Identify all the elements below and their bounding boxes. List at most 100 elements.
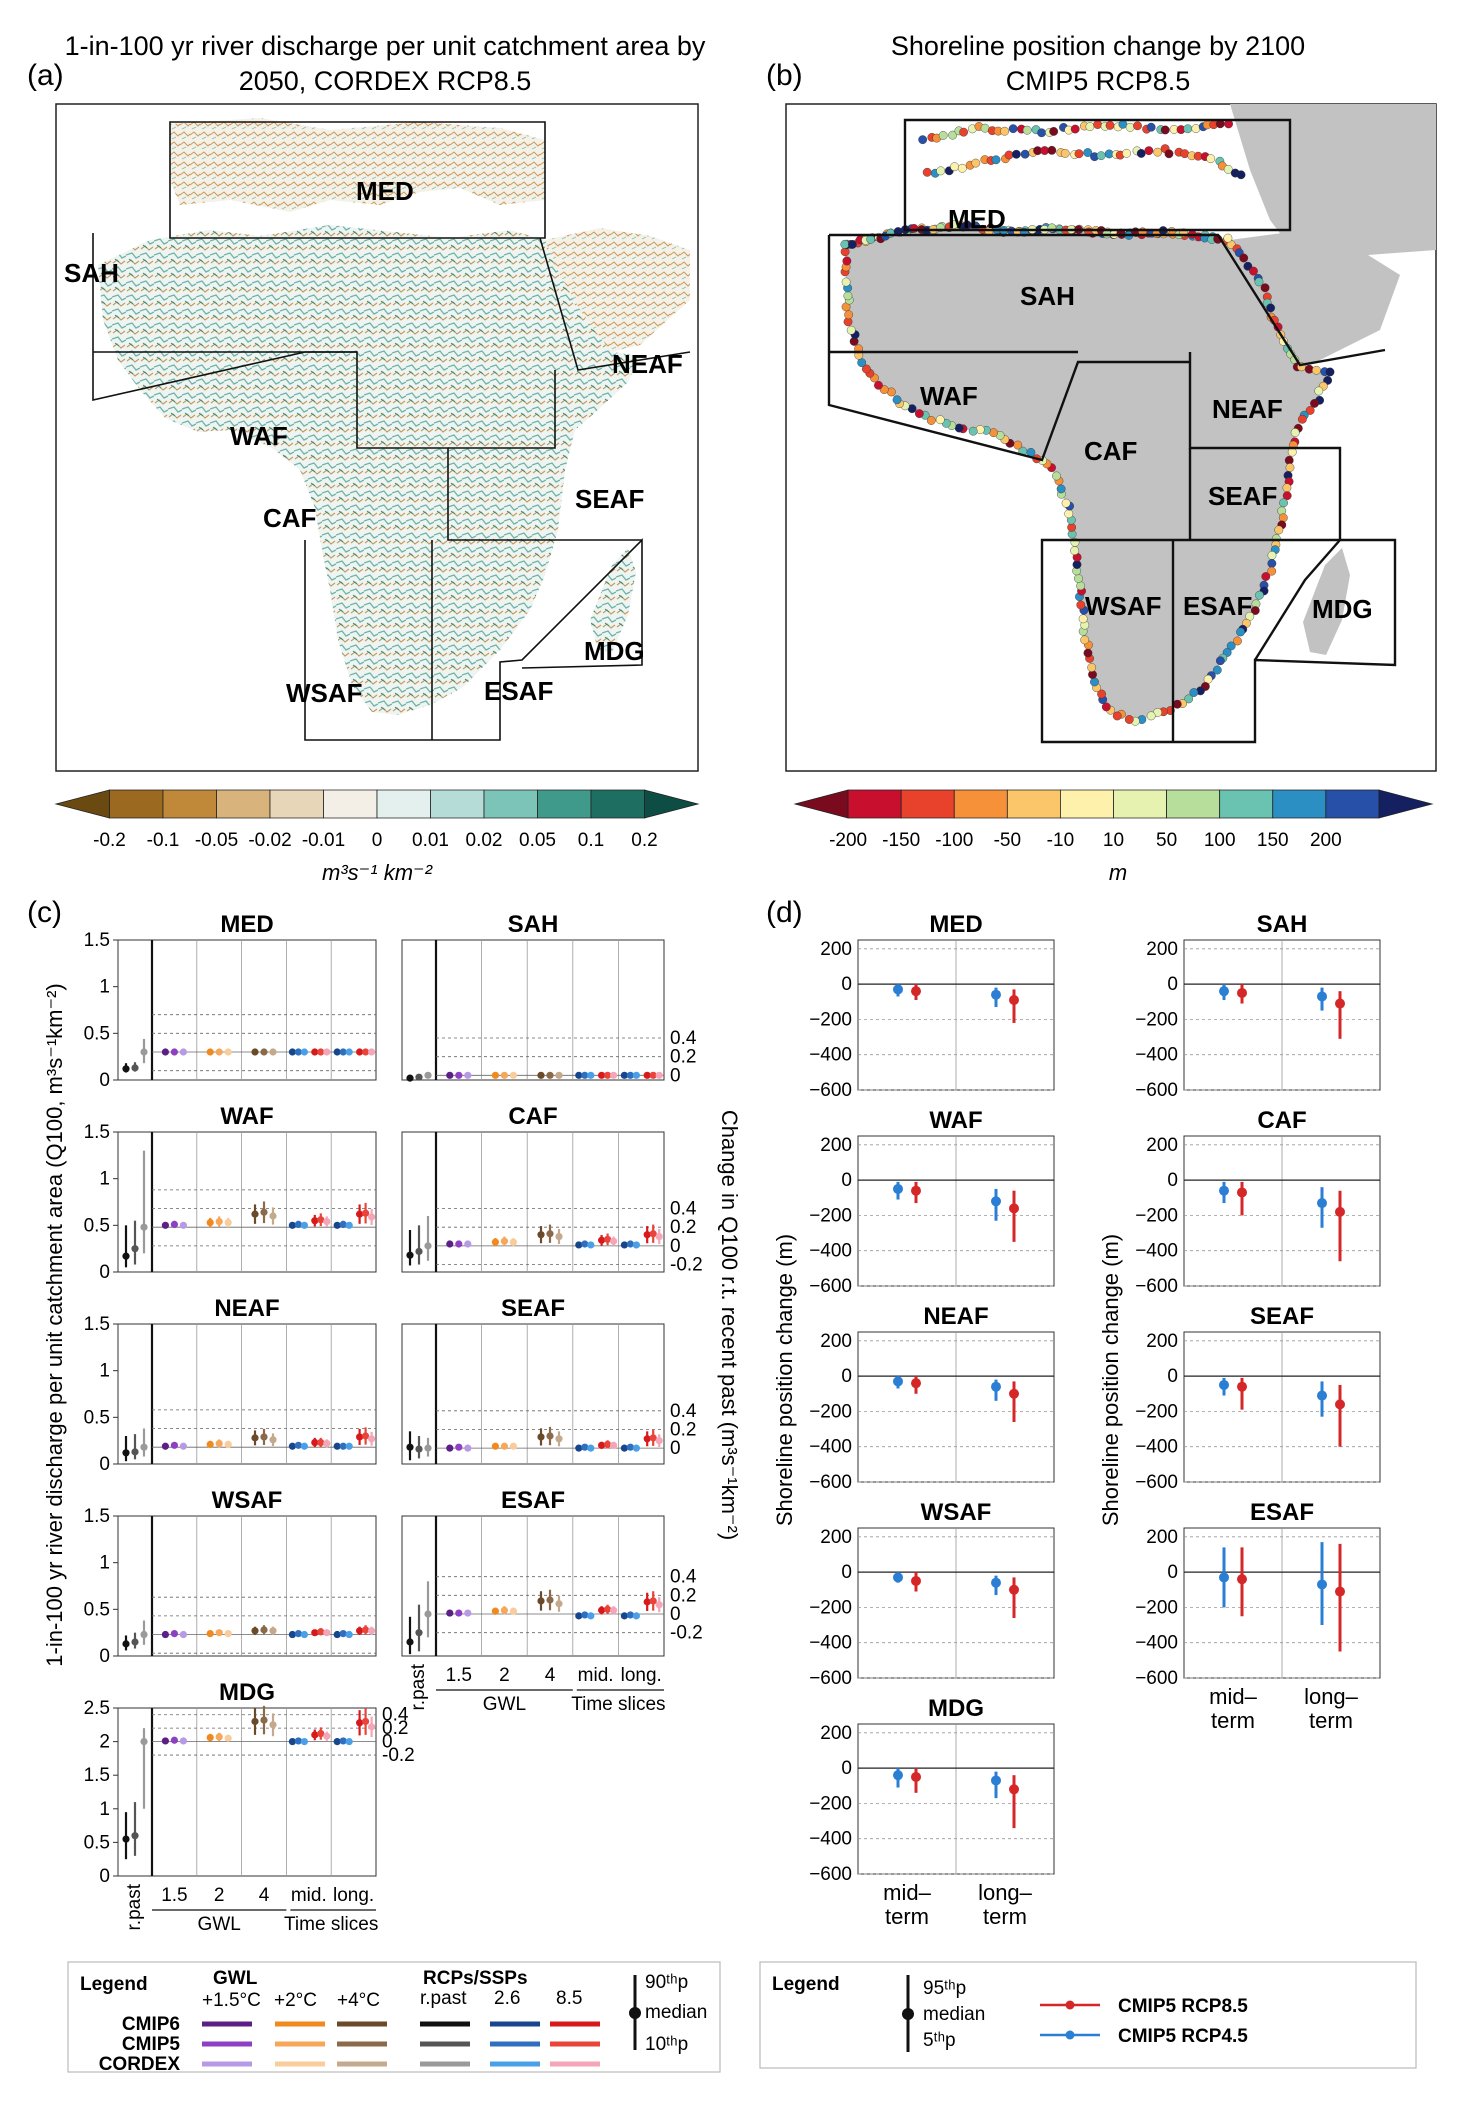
panel-c-change-median <box>356 1719 364 1727</box>
panel-c-change-median <box>537 1433 545 1441</box>
panel-c-change-median <box>206 1440 214 1448</box>
coast-point <box>918 135 928 145</box>
coast-point <box>1133 121 1142 131</box>
coast-point <box>950 162 959 172</box>
panel-c-recent-past-median <box>140 1738 148 1746</box>
panel-d-subplot-title: SEAF <box>1250 1303 1314 1330</box>
panel-c-left-tick: 2 <box>99 1732 110 1753</box>
coast-point <box>1037 128 1046 138</box>
panel-c-right-tick: 0.4 <box>670 1567 697 1588</box>
coast-point <box>948 130 958 140</box>
coast-point <box>1093 120 1103 129</box>
panel-c-change-median <box>464 1071 472 1079</box>
panel-c-xtick-rpast: r.past <box>408 1663 429 1710</box>
panel-c-left-tick: 0.5 <box>84 1407 110 1428</box>
coast-point <box>909 224 919 233</box>
panel-b-colorbar-tick-label: -100 <box>935 830 973 851</box>
panel-d-median <box>893 984 903 995</box>
panel-d-ytick: −400 <box>1135 1633 1178 1654</box>
legend-d-title: Legend <box>772 1974 840 1995</box>
panel-d-ytick: 200 <box>820 1527 852 1548</box>
panel-c-change-median <box>317 1438 325 1447</box>
legend-c-rcp-level-3: 8.5 <box>556 1988 582 2009</box>
panel-c-change-median <box>509 1607 517 1615</box>
panel-d-ytick: −400 <box>809 1045 852 1066</box>
panel-a-region-label-esaf: ESAF <box>484 676 553 706</box>
legend-c-median: median <box>645 2002 707 2023</box>
panel-c-change-median <box>655 1071 663 1079</box>
panel-c-change-median <box>620 1444 629 1452</box>
panel-d-median <box>1009 995 1019 1005</box>
coast-point <box>1254 277 1264 287</box>
panel-d-ytick: 200 <box>820 1135 852 1156</box>
coast-point <box>1000 126 1010 136</box>
coast-point <box>1136 149 1146 158</box>
panel-c-change-median <box>643 1598 651 1606</box>
coast-point <box>1250 606 1260 615</box>
coast-point <box>1282 483 1292 493</box>
legend-c-gwl-level-2: +2°C <box>274 1990 317 2011</box>
panel-c-change-median <box>626 1611 635 1619</box>
panel-d-ytick: −200 <box>809 1597 852 1618</box>
panel-d-ytick: 0 <box>841 1366 852 1387</box>
panel-d-ytick: −600 <box>809 1472 852 1493</box>
panel-c-change-median <box>215 1048 223 1056</box>
panel-c-change-median <box>446 1071 454 1079</box>
coast-point <box>1164 149 1174 159</box>
panel-c-change-median <box>345 1048 353 1056</box>
panel-b-colorbar-swatch <box>1219 789 1274 819</box>
panel-c-change-median <box>491 1238 499 1246</box>
coast-point <box>1096 151 1106 161</box>
coast-point <box>1239 253 1249 263</box>
panel-a-colorbar-swatch <box>162 789 217 819</box>
panel-c-change-median <box>311 1217 319 1225</box>
panel-a-arabia-land <box>545 228 690 352</box>
coast-point <box>1191 124 1201 133</box>
panel-c-change-median <box>179 1442 187 1450</box>
panel-c-change-median <box>555 1600 563 1608</box>
panel-c-change-median <box>288 1442 296 1450</box>
panel-c-group-gwl: GWL <box>198 1914 241 1935</box>
panel-c-change-median <box>620 1612 629 1620</box>
coast-point <box>1249 266 1258 276</box>
panel-d-ytick: −400 <box>1135 1241 1178 1262</box>
panel-b-colorbar-tick-label: 10 <box>1103 830 1124 851</box>
panel-c-recent-past-median <box>424 1071 432 1079</box>
panel-c-change-median <box>356 1433 364 1441</box>
panel-c-group-time: Time slices <box>571 1694 665 1715</box>
panel-a-colorbar-swatch <box>323 789 378 819</box>
coast-point <box>1261 572 1271 581</box>
panel-a-colorbar-swatch <box>376 789 431 819</box>
panel-c-change-median <box>356 1627 364 1635</box>
panel-c-ylabel-right: Change in Q100 r.t. recent past (m³s⁻¹km… <box>717 1110 742 1540</box>
panel-c-change-median <box>269 1048 277 1056</box>
panel-c-change-median <box>288 1048 296 1056</box>
panel-c-left-tick: 1 <box>99 1799 110 1820</box>
panel-c-change-median <box>575 1444 583 1452</box>
panel-c-change-median <box>317 1048 325 1056</box>
legend-d-median: median <box>923 2004 985 2025</box>
panel-c-change-median <box>491 1442 499 1450</box>
panel-c-change-median <box>643 1231 651 1239</box>
panel-c-recent-past-median <box>122 1640 130 1648</box>
panel-a-region-label-caf: CAF <box>263 503 316 533</box>
panel-c-recent-past-median <box>406 1074 414 1082</box>
panel-b-madagascar-land <box>1303 548 1350 655</box>
panel-c-change-median <box>345 1442 353 1450</box>
panel-d-ytick: 0 <box>1167 974 1178 995</box>
panel-c-change-median <box>604 1440 612 1448</box>
panel-d-xtick: mid– <box>1209 1684 1257 1709</box>
panel-c-change-median <box>610 1237 618 1245</box>
panel-d-ytick: −200 <box>809 1401 852 1422</box>
panel-c-change-median <box>598 1236 606 1244</box>
panel-d-ylabel-left: Shoreline position change (m) <box>772 1234 797 1526</box>
legend-d-frame <box>759 1961 1417 2069</box>
panel-c-subplot-esaf: ESAF -0.200.20.4 r.past 1.5 2 4 mid. long. GWL Ti… <box>401 1487 703 1715</box>
panel-d-median <box>911 1378 921 1389</box>
panel-d-median <box>1335 1586 1345 1597</box>
panel-c-change-median <box>620 1241 629 1249</box>
coast-point <box>1312 365 1321 375</box>
coast-point <box>954 423 964 433</box>
legend-c-rcp-level-1: r.past <box>420 1988 467 2009</box>
panel-a-region-label-wsaf: WSAF <box>286 678 363 708</box>
